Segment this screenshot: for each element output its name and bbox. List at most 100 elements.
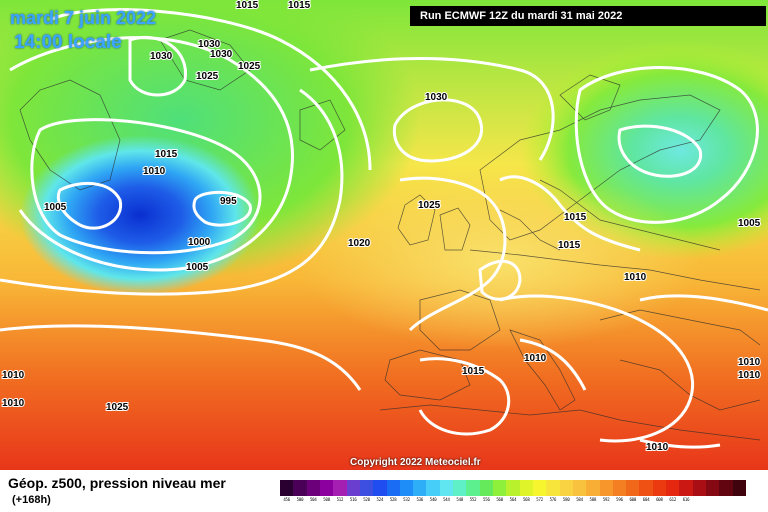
- forecast-lead-time: (+168h): [12, 494, 51, 506]
- coastlines: [19, 29, 761, 441]
- isobar-label: 1005: [738, 218, 761, 229]
- isobars: [0, 8, 768, 449]
- forecast-date: mardi 7 juin 2022: [10, 8, 157, 28]
- isobar-label: 1015: [236, 0, 259, 11]
- scale-swatch: [319, 480, 334, 496]
- isobar-label: 1015: [564, 212, 587, 223]
- geopotential-map: 1015 1015 1030 1030 1030 1025 1025 1030 …: [0, 0, 768, 470]
- scale-swatch: [506, 480, 520, 496]
- isobar-label: 1025: [196, 71, 219, 82]
- isobar-label: 995: [220, 196, 237, 207]
- isobar-label: 1005: [186, 262, 209, 273]
- scale-tick-label: 504: [309, 497, 317, 502]
- isobar-label: 1000: [188, 237, 211, 248]
- scale-tick-label: 584: [576, 497, 583, 502]
- scale-swatch: [546, 480, 560, 496]
- scale-swatch: [679, 480, 693, 496]
- isobar-label: 1005: [44, 202, 67, 213]
- scale-swatch: [692, 480, 706, 496]
- isobar-label: 1015: [462, 366, 485, 377]
- scale-tick-label: 604: [642, 497, 650, 502]
- isobar-label: 1025: [418, 200, 441, 211]
- copyright-text: Copyright 2022 Meteociel.fr: [350, 457, 481, 468]
- isobar-label: 1030: [150, 51, 173, 62]
- scale-tick-label: 500: [296, 497, 304, 502]
- scale-swatch: [346, 480, 360, 496]
- scale-swatch: [386, 480, 400, 496]
- scale-tick-label: [719, 497, 732, 507]
- color-scale-ticks: 456 500 504 508 512 516 520 524 528 532 536 540 544 5…: [280, 497, 746, 507]
- scale-tick-label: 540: [429, 497, 437, 502]
- isobar-label: 1030: [210, 49, 233, 60]
- scale-swatch: [652, 480, 667, 496]
- scale-tick-label: 548: [456, 497, 464, 502]
- scale-swatch: [439, 480, 454, 496]
- scale-swatch: [639, 480, 653, 496]
- color-scale-legend: 456 500 504 508 512 516 520 524 528 532 536 540 544 5…: [280, 480, 746, 508]
- scale-tick-label: 512: [336, 497, 344, 502]
- scale-tick-label: 608: [656, 497, 663, 502]
- scale-tick-label: 456: [283, 497, 290, 502]
- scale-swatch: [293, 480, 307, 496]
- scale-swatch: [519, 480, 533, 496]
- scale-swatch: [599, 480, 613, 496]
- scale-tick-label: [693, 497, 706, 507]
- scale-swatch: [373, 480, 387, 496]
- isobar-label: 1010: [524, 353, 547, 364]
- scale-swatch: [399, 480, 414, 496]
- low-pressure-core: [20, 135, 260, 295]
- scale-tick-label: 600: [629, 497, 637, 502]
- isobar-label: 1025: [106, 402, 129, 413]
- scale-tick-label: 524: [376, 497, 384, 502]
- scale-tick-label: 564: [509, 497, 517, 502]
- isobar-label: 1010: [646, 442, 669, 453]
- isobar-label: 1010: [143, 166, 166, 177]
- scale-swatch: [666, 480, 680, 496]
- scale-tick-label: 556: [483, 497, 490, 502]
- scale-swatch: [706, 480, 720, 496]
- isobar-label: 1010: [2, 398, 25, 409]
- scale-tick-label: 616: [682, 497, 690, 502]
- isobar-labels: 1015 1015 1030 1030 1030 1025 1025 1030 …: [1, 0, 762, 454]
- scale-tick-label: 596: [616, 497, 623, 502]
- scale-swatch: [559, 480, 573, 496]
- scale-tick-label: 592: [602, 497, 610, 502]
- scale-swatch: [280, 480, 294, 496]
- scale-tick-label: 568: [522, 497, 530, 502]
- scale-swatch: [626, 480, 640, 496]
- model-run-banner: Run ECMWF 12Z du mardi 31 mai 2022: [410, 6, 766, 26]
- scale-tick-label: 612: [669, 497, 677, 502]
- scale-swatch: [732, 480, 746, 496]
- scale-tick-label: [733, 497, 746, 507]
- scale-tick-label: 532: [403, 497, 410, 502]
- map-footer: Géop. z500, pression niveau mer (+168h) …: [0, 470, 768, 512]
- map-title: Géop. z500, pression niveau mer: [8, 475, 226, 491]
- scale-tick-label: 544: [443, 497, 450, 502]
- scale-swatch: [532, 480, 547, 496]
- isobar-label: 1010: [624, 272, 647, 283]
- scale-tick-label: 520: [363, 497, 370, 502]
- isobar-label: 1025: [238, 61, 261, 72]
- scale-swatch: [413, 480, 427, 496]
- scale-tick-label: 536: [416, 497, 424, 502]
- isobar-label: 1010: [738, 357, 761, 368]
- scale-swatch: [453, 480, 467, 496]
- scale-tick-label: 588: [589, 497, 597, 502]
- forecast-local-time: 14:00 locale: [14, 32, 122, 53]
- scale-swatch: [466, 480, 480, 496]
- scale-swatch: [493, 480, 507, 496]
- scale-tick-label: 572: [536, 497, 543, 502]
- scale-tick-label: [706, 497, 719, 507]
- scale-tick-label: 528: [389, 497, 397, 502]
- isobar-label: 1020: [348, 238, 371, 249]
- isobar-label: 1015: [155, 149, 178, 160]
- isobar-label: 1030: [425, 92, 448, 103]
- scale-tick-label: 576: [549, 497, 557, 502]
- scale-swatch: [333, 480, 347, 496]
- isobar-label: 1010: [738, 370, 761, 381]
- scale-swatch: [359, 480, 374, 496]
- isobar-label: 1030: [198, 39, 221, 50]
- scale-tick-label: 552: [469, 497, 477, 502]
- scale-tick-label: 516: [349, 497, 357, 502]
